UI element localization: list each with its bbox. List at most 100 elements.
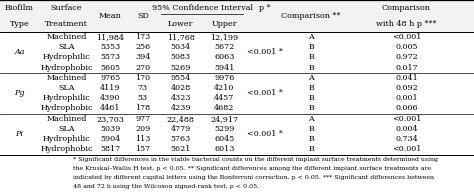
Text: <0.001: <0.001 <box>392 115 421 123</box>
Text: Machined: Machined <box>46 33 87 41</box>
Text: A: A <box>308 74 314 82</box>
Text: <0.001 *: <0.001 * <box>246 89 283 97</box>
Text: 5299: 5299 <box>214 125 234 133</box>
Text: 6013: 6013 <box>214 146 234 153</box>
Text: 4682: 4682 <box>214 104 234 113</box>
Text: 209: 209 <box>135 125 151 133</box>
Text: SD: SD <box>137 12 149 20</box>
Text: B: B <box>308 43 314 51</box>
Text: Mean: Mean <box>99 12 122 20</box>
Text: SLA: SLA <box>58 43 74 51</box>
Text: A: A <box>308 115 314 123</box>
Text: Upper: Upper <box>211 20 237 28</box>
Text: 11,984: 11,984 <box>96 33 125 41</box>
Text: 5672: 5672 <box>214 43 234 51</box>
Text: 113: 113 <box>135 135 151 143</box>
Text: 170: 170 <box>136 74 150 82</box>
Text: 4461: 4461 <box>100 104 121 113</box>
Text: Machined: Machined <box>46 115 87 123</box>
Text: 22,488: 22,488 <box>167 115 195 123</box>
Text: <0.001 *: <0.001 * <box>246 48 283 56</box>
Text: * Significant differences in the viable bacterial counts on the different implan: * Significant differences in the viable … <box>73 157 438 162</box>
Text: 157: 157 <box>136 146 150 153</box>
Text: 0.734: 0.734 <box>395 135 418 143</box>
Text: Pg: Pg <box>14 89 25 97</box>
Text: 0.004: 0.004 <box>395 125 418 133</box>
Text: 53: 53 <box>138 94 148 102</box>
Text: B: B <box>308 94 314 102</box>
Text: 5763: 5763 <box>171 135 191 143</box>
Text: 5904: 5904 <box>100 135 120 143</box>
Text: B: B <box>308 104 314 113</box>
Text: 95% Confidence Interval: 95% Confidence Interval <box>152 4 253 12</box>
Text: <0.001: <0.001 <box>392 146 421 153</box>
Text: 173: 173 <box>135 33 151 41</box>
Text: 5353: 5353 <box>100 43 120 51</box>
Bar <box>0 0 474 32</box>
Text: B: B <box>308 53 314 61</box>
Text: Machined: Machined <box>46 74 87 82</box>
Text: 4028: 4028 <box>171 84 191 92</box>
Text: 4323: 4323 <box>171 94 191 102</box>
Text: Lower: Lower <box>168 20 193 28</box>
Text: 5817: 5817 <box>100 146 120 153</box>
Text: with 48 h p ***: with 48 h p *** <box>376 20 437 28</box>
Text: 178: 178 <box>136 104 150 113</box>
Text: 256: 256 <box>135 43 151 51</box>
Text: 5573: 5573 <box>100 53 120 61</box>
Text: Hydrophilic: Hydrophilic <box>43 53 90 61</box>
Text: 5605: 5605 <box>100 64 120 71</box>
Text: Surface: Surface <box>51 4 82 12</box>
Text: B: B <box>308 135 314 143</box>
Text: 4210: 4210 <box>214 84 234 92</box>
Text: Hydrophobic: Hydrophobic <box>40 104 92 113</box>
Text: 0.092: 0.092 <box>395 84 418 92</box>
Text: Hydrophilic: Hydrophilic <box>43 94 90 102</box>
Text: 0.017: 0.017 <box>395 64 418 71</box>
Text: 394: 394 <box>135 53 151 61</box>
Text: 4390: 4390 <box>100 94 120 102</box>
Text: 5621: 5621 <box>171 146 191 153</box>
Text: B: B <box>308 64 314 71</box>
Text: 0.041: 0.041 <box>395 74 418 82</box>
Text: 4239: 4239 <box>171 104 191 113</box>
Text: 0.006: 0.006 <box>395 104 418 113</box>
Text: Aa: Aa <box>14 48 25 56</box>
Text: 6063: 6063 <box>214 53 234 61</box>
Text: 9976: 9976 <box>214 74 234 82</box>
Text: 0.005: 0.005 <box>395 43 418 51</box>
Text: <0.001 *: <0.001 * <box>246 130 283 138</box>
Text: 270: 270 <box>136 64 150 71</box>
Text: B: B <box>308 125 314 133</box>
Text: 0.972: 0.972 <box>395 53 418 61</box>
Text: indicated by different capital letters using the Bonferroni correction, p < 0.05: indicated by different capital letters u… <box>73 175 435 180</box>
Text: 4119: 4119 <box>100 84 121 92</box>
Text: 6045: 6045 <box>214 135 234 143</box>
Text: 0.001: 0.001 <box>395 94 418 102</box>
Text: 4779: 4779 <box>171 125 191 133</box>
Text: 5269: 5269 <box>171 64 191 71</box>
Text: 4457: 4457 <box>214 94 234 102</box>
Text: Treatment: Treatment <box>45 20 88 28</box>
Text: Comparison **: Comparison ** <box>282 12 341 20</box>
Text: Type: Type <box>9 20 29 28</box>
Text: 977: 977 <box>136 115 150 123</box>
Text: the Kruskal–Wallis H test, p < 0.05. ** Significant differences among the differ: the Kruskal–Wallis H test, p < 0.05. ** … <box>73 166 431 171</box>
Text: Pi: Pi <box>16 130 23 138</box>
Text: B: B <box>308 84 314 92</box>
Text: 5034: 5034 <box>171 43 191 51</box>
Text: Biofilm: Biofilm <box>5 4 34 12</box>
Text: <0.001: <0.001 <box>392 33 421 41</box>
Text: 12,199: 12,199 <box>210 33 238 41</box>
Text: Hydrophilic: Hydrophilic <box>43 135 90 143</box>
Text: 73: 73 <box>138 84 148 92</box>
Text: 5083: 5083 <box>171 53 191 61</box>
Text: 24,917: 24,917 <box>210 115 238 123</box>
Text: B: B <box>308 146 314 153</box>
Text: Hydrophobic: Hydrophobic <box>40 64 92 71</box>
Text: A: A <box>308 33 314 41</box>
Text: p *: p * <box>259 4 270 12</box>
Text: SLA: SLA <box>58 125 74 133</box>
Text: 23,703: 23,703 <box>97 115 124 123</box>
Text: 9554: 9554 <box>171 74 191 82</box>
